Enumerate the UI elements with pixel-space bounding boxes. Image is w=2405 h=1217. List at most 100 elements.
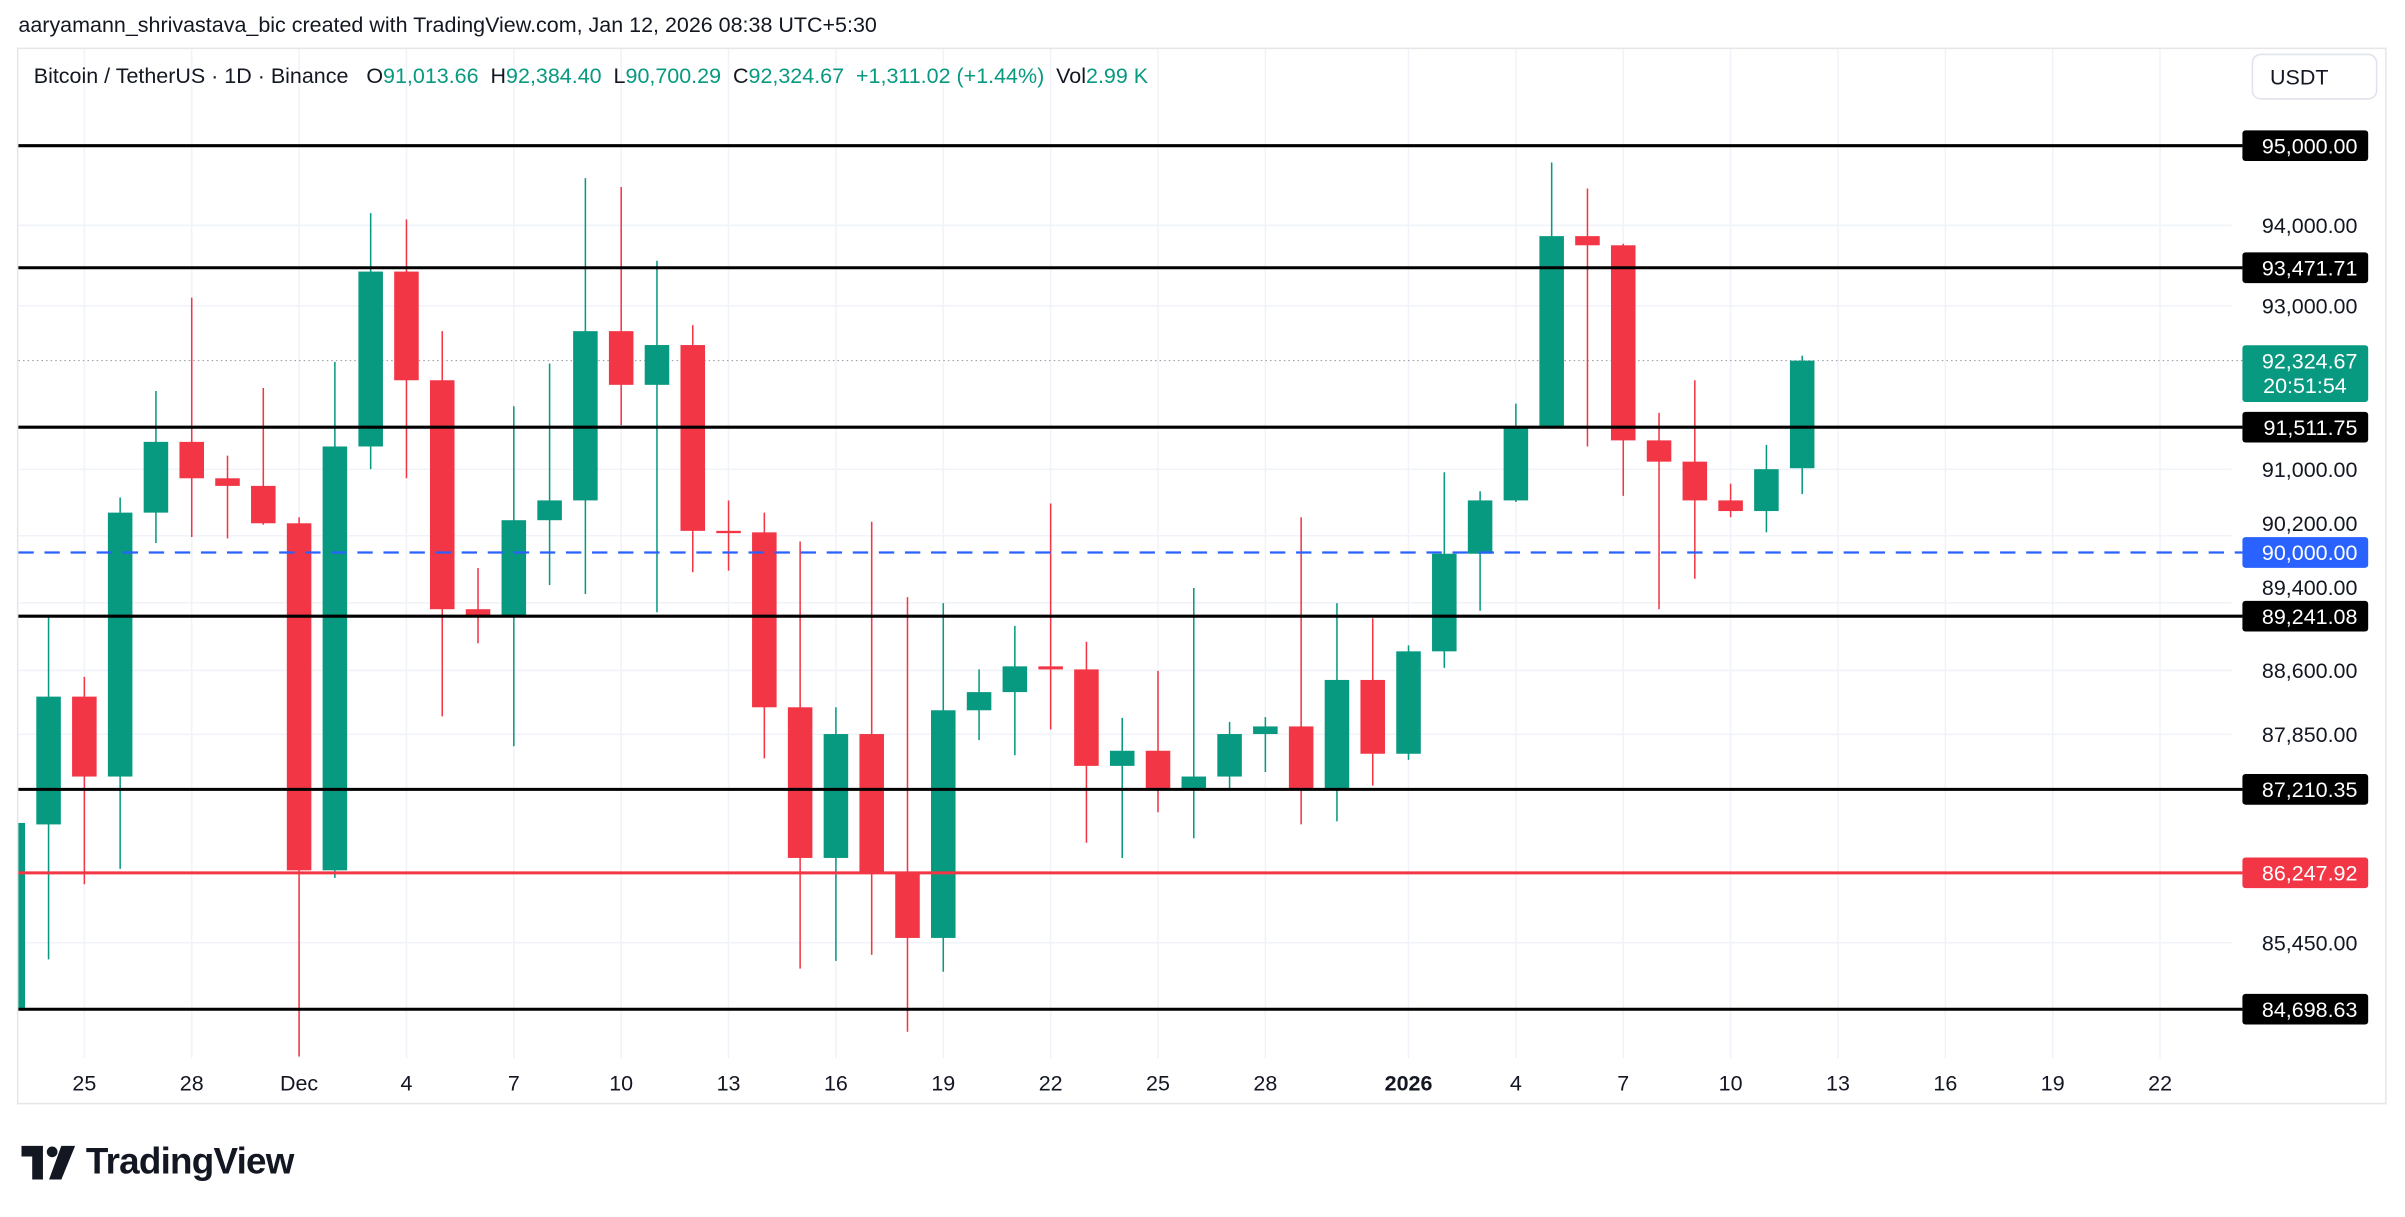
candle-body[interactable] — [501, 520, 527, 617]
candle-body[interactable] — [895, 873, 920, 938]
candle-body[interactable] — [1288, 726, 1314, 789]
x-tick-label: 2026 — [1385, 1072, 1433, 1096]
x-tick-label: 19 — [2041, 1072, 2065, 1096]
candle-body[interactable] — [1217, 734, 1242, 777]
candle-body[interactable] — [143, 441, 169, 513]
candle-body[interactable] — [251, 485, 276, 524]
close-label: C — [732, 62, 749, 88]
candle-body[interactable] — [1181, 776, 1207, 789]
candle-body[interactable] — [394, 271, 419, 381]
candle-body[interactable] — [1682, 461, 1708, 501]
level-price-label: 90,000.00 — [2262, 541, 2358, 565]
ohlc-legend: Bitcoin / TetherUS · 1D · Binance O91,01… — [34, 63, 1148, 88]
candle-body[interactable] — [1074, 669, 1099, 766]
level-price-badge — [2242, 600, 2369, 632]
x-tick-label: 16 — [1933, 1072, 1957, 1096]
candle-body[interactable] — [358, 271, 383, 447]
candle-body[interactable] — [1253, 726, 1278, 735]
tradingview-logo[interactable]: TradingView — [21, 1141, 294, 1184]
x-tick-label: 22 — [2148, 1072, 2172, 1096]
candle-body[interactable] — [1575, 236, 1600, 246]
candle-body[interactable] — [322, 446, 348, 871]
x-tick-label: 4 — [1510, 1072, 1522, 1096]
candle-body[interactable] — [286, 523, 312, 871]
candle-body[interactable] — [36, 696, 61, 825]
level-price-badge — [2242, 411, 2369, 443]
candle-body[interactable] — [429, 380, 455, 610]
candle-body[interactable] — [680, 345, 706, 531]
candle-body[interactable] — [1145, 750, 1171, 789]
candle-body[interactable] — [608, 331, 634, 385]
candle-body[interactable] — [1002, 666, 1028, 693]
last-price-label: 92,324.67 — [2262, 349, 2358, 373]
level-price-label: 89,241.08 — [2262, 605, 2358, 629]
candle-body[interactable] — [1360, 679, 1386, 754]
low-value: 90,700.29 — [625, 62, 722, 88]
candle-body[interactable] — [1467, 500, 1493, 554]
open-label: O — [366, 62, 384, 88]
level-price-label: 95,000.00 — [2262, 134, 2358, 158]
symbol-title[interactable]: Bitcoin / TetherUS · 1D · Binance — [33, 62, 349, 88]
candle-body[interactable] — [1396, 651, 1421, 754]
x-tick-label: 10 — [1719, 1072, 1743, 1096]
level-price-label: 91,511.75 — [2264, 416, 2358, 440]
candle-body[interactable] — [966, 692, 992, 711]
candle-body[interactable] — [1539, 236, 1564, 427]
level-price-badge — [2242, 537, 2369, 568]
candle-body[interactable] — [752, 532, 777, 708]
candle-body[interactable] — [823, 734, 849, 858]
x-tick-label: Dec — [280, 1072, 318, 1096]
level-price-badge — [2242, 774, 2369, 805]
candle-body[interactable] — [859, 734, 884, 874]
candle-body[interactable] — [1789, 360, 1815, 469]
candle-body[interactable] — [107, 512, 133, 777]
x-tick-label: 25 — [72, 1072, 96, 1096]
high-value: 92,384.40 — [506, 62, 602, 88]
y-tick-label: 88,600.00 — [2262, 659, 2358, 683]
x-tick-label: 13 — [717, 1072, 741, 1096]
currency-button[interactable]: USDT — [2251, 53, 2378, 100]
candle-body[interactable] — [1610, 245, 1636, 441]
level-price-label: 86,247.92 — [2262, 862, 2358, 886]
change-value: +1,311.02 (+1.44%) — [856, 62, 1045, 88]
candle-body[interactable] — [179, 441, 204, 479]
candle-body[interactable] — [537, 500, 562, 521]
candle-body[interactable] — [787, 707, 813, 858]
level-price-label: 84,698.63 — [2262, 998, 2358, 1022]
candle-body[interactable] — [1432, 553, 1457, 652]
candle-body[interactable] — [1754, 469, 1779, 512]
candle-body[interactable] — [72, 696, 97, 777]
y-tick-label: 90,200.00 — [2262, 512, 2358, 536]
last-price-badge — [2242, 345, 2369, 403]
chart-credit: aaryamann_shrivastava_bic created with T… — [18, 12, 877, 37]
volume-value: 2.99 K — [1086, 62, 1149, 88]
y-tick-label: 87,850.00 — [2262, 723, 2358, 747]
y-tick-label: 93,000.00 — [2262, 294, 2358, 318]
candle-body[interactable] — [1038, 666, 1063, 670]
candle-body[interactable] — [1503, 426, 1529, 501]
bar-countdown-label: 20:51:54 — [2263, 374, 2347, 398]
candle-body[interactable] — [716, 530, 741, 534]
y-tick-label: 89,400.00 — [2262, 576, 2358, 600]
candle-body[interactable] — [1, 822, 26, 1010]
level-price-badge — [2242, 130, 2369, 162]
candle-body[interactable] — [1109, 750, 1135, 766]
candle-body[interactable] — [1324, 679, 1350, 789]
candle-body[interactable] — [1718, 500, 1743, 512]
level-price-badge — [2242, 857, 2369, 889]
candle-body[interactable] — [465, 609, 491, 617]
low-label: L — [613, 62, 626, 88]
x-tick-label: 7 — [1617, 1072, 1629, 1096]
candle-body[interactable] — [644, 345, 670, 385]
candle-body[interactable] — [215, 478, 240, 486]
volume-label: Vol — [1056, 62, 1087, 88]
candles-group — [1, 162, 1815, 1057]
candle-body[interactable] — [573, 331, 598, 501]
y-tick-label: 91,000.00 — [2262, 458, 2358, 482]
candle-body[interactable] — [1646, 440, 1672, 462]
tradingview-logo-icon — [21, 1145, 76, 1180]
open-value: 91,013.66 — [383, 62, 479, 88]
candle-body[interactable] — [931, 710, 956, 938]
